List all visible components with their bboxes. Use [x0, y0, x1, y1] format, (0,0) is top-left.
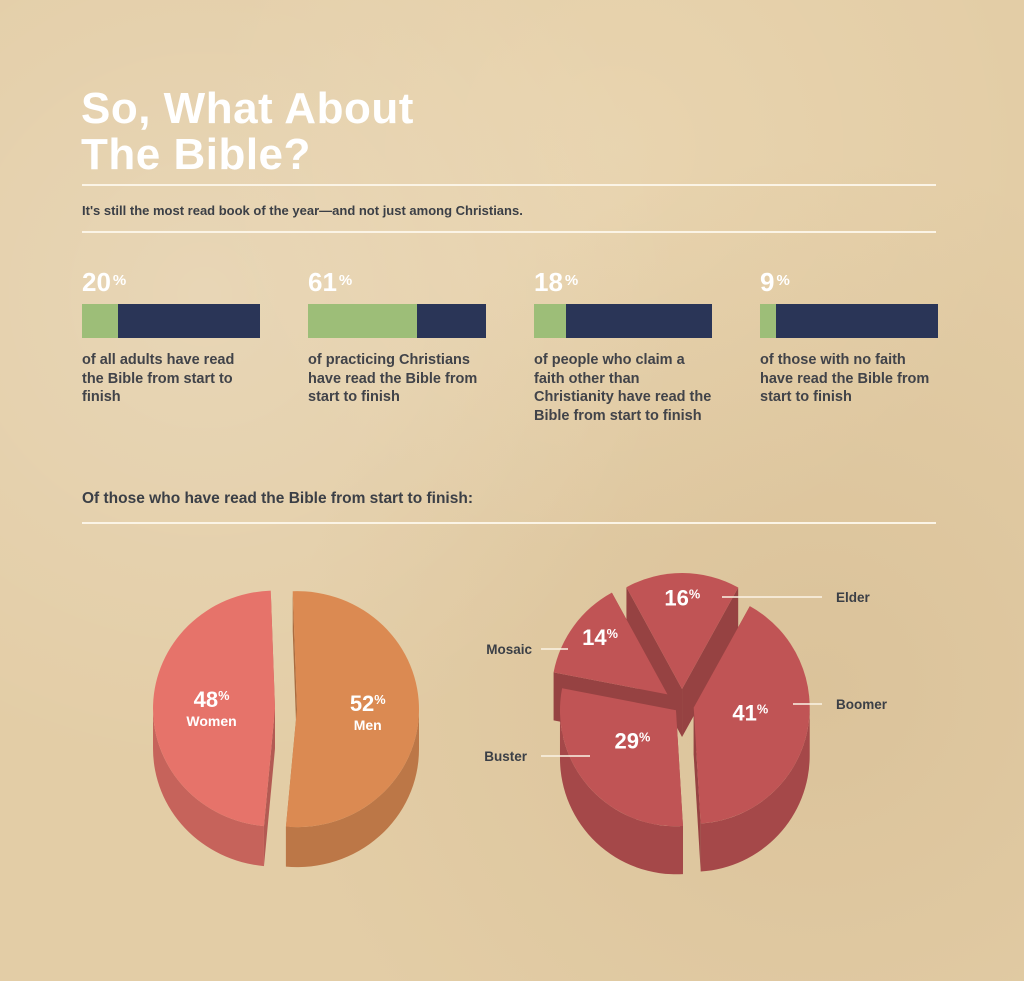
progress-bar [82, 304, 260, 338]
pie-category-label-mosaic: Mosaic [486, 642, 532, 657]
stat-value: 18% [534, 267, 579, 297]
pie-slice-cut-elder-1 [682, 587, 739, 738]
stat-all-adults: 20% of all adults have read the Bible fr… [82, 268, 260, 407]
pie-category-label-men: Men [354, 717, 382, 733]
stat-practicing-christians: 61% of practicing Christians have read t… [308, 268, 486, 407]
pie-slice-elder [626, 573, 739, 690]
title-line-2: The Bible? [81, 130, 311, 179]
progress-bar [760, 304, 938, 338]
pie-category-label-boomer: Boomer [836, 697, 888, 712]
pie-category-label-elder: Elder [836, 590, 871, 605]
divider-subtitle [82, 231, 936, 233]
pie-slice-buster [559, 688, 683, 827]
pie-category-label-buster: Buster [484, 749, 528, 764]
pie-slice-women [153, 590, 276, 827]
pie-slice-wall-men-0 [285, 709, 419, 868]
pie-category-label-women: Women [186, 713, 236, 729]
progress-bar-fill [534, 304, 567, 338]
progress-bar-fill [82, 304, 118, 338]
divider-top [82, 184, 936, 186]
stat-value: 61% [308, 267, 353, 297]
stat-description: of practicing Christians have read the B… [308, 352, 478, 405]
pie-slice-cut-boomer-1 [693, 707, 701, 872]
page-title: So, What About The Bible? [81, 86, 414, 178]
pie-slice-men [285, 591, 419, 828]
subtitle: It's still the most read book of the yea… [82, 203, 523, 218]
divider-charts [82, 522, 936, 524]
pie-slice-wall-women-0 [153, 708, 264, 867]
pie-slice-cut-men-0 [292, 591, 297, 750]
stat-value: 9% [760, 267, 790, 297]
progress-bar-fill [308, 304, 417, 338]
stat-description: of those with no faith have read the Bib… [760, 352, 930, 405]
progress-bar [534, 304, 712, 338]
stat-description: of people who claim a faith other than C… [534, 352, 712, 424]
pie-slice-cut-elder-0 [626, 587, 683, 738]
pie-slice-boomer [693, 606, 810, 824]
stat-no-faith: 9% of those with no faith have read the … [760, 268, 938, 407]
progress-bar-fill [760, 304, 777, 338]
pie-slice-cut-women-0 [263, 708, 276, 867]
progress-bar [308, 304, 486, 338]
pie-slice-wall-buster-0 [559, 710, 683, 875]
stat-other-faith: 18% of people who claim a faith other th… [534, 268, 712, 425]
title-line-1: So, What About [81, 84, 414, 133]
pie-slice-wall-boomer-0 [700, 707, 810, 872]
pie-slice-mosaic [553, 592, 668, 695]
section-heading: Of those who have read the Bible from st… [82, 490, 473, 507]
stat-description: of all adults have read the Bible from s… [82, 352, 235, 405]
stat-value: 20% [82, 267, 127, 297]
